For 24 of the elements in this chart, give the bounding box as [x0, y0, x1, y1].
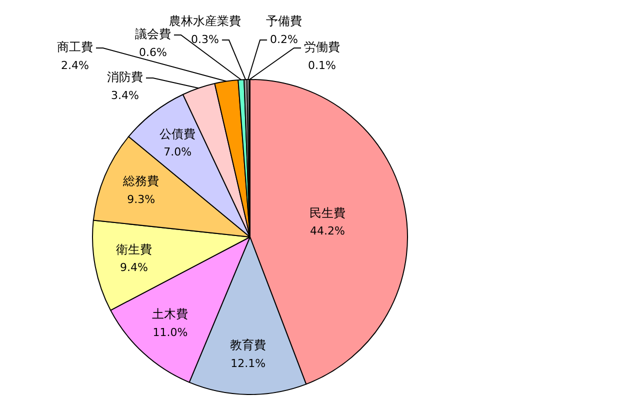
slice-label: 教育費: [230, 338, 266, 352]
slice-label: 公債費: [160, 126, 196, 141]
data-label: 2.4%: [61, 58, 89, 72]
slice-label: 土木費: [152, 307, 188, 322]
data-label: 7.0%: [164, 146, 192, 159]
data-label: 44.2%: [310, 224, 345, 238]
slice-label: 労働費: [304, 40, 340, 54]
slice-label: 農林水産業費: [169, 14, 241, 28]
slice-label: 民生費: [309, 206, 346, 220]
data-label: 11.0%: [152, 326, 188, 339]
data-label: 0.3%: [191, 32, 219, 46]
data-label: 9.3%: [127, 192, 156, 206]
slice-label: 商工費: [57, 40, 93, 54]
data-label: 9.4%: [120, 260, 148, 274]
slice-label: 衛生費: [116, 242, 152, 256]
slice-label: 議会費: [135, 27, 171, 42]
slice-label: 総務費: [122, 174, 160, 188]
data-label: 0.6%: [139, 46, 167, 59]
slice-label: 予備費: [266, 14, 302, 28]
slice-label: 消防費: [107, 70, 143, 84]
data-label: 12.1%: [230, 356, 266, 370]
data-label: 0.2%: [270, 32, 298, 46]
data-label: 0.1%: [308, 58, 336, 72]
data-label: 3.4%: [111, 88, 139, 102]
